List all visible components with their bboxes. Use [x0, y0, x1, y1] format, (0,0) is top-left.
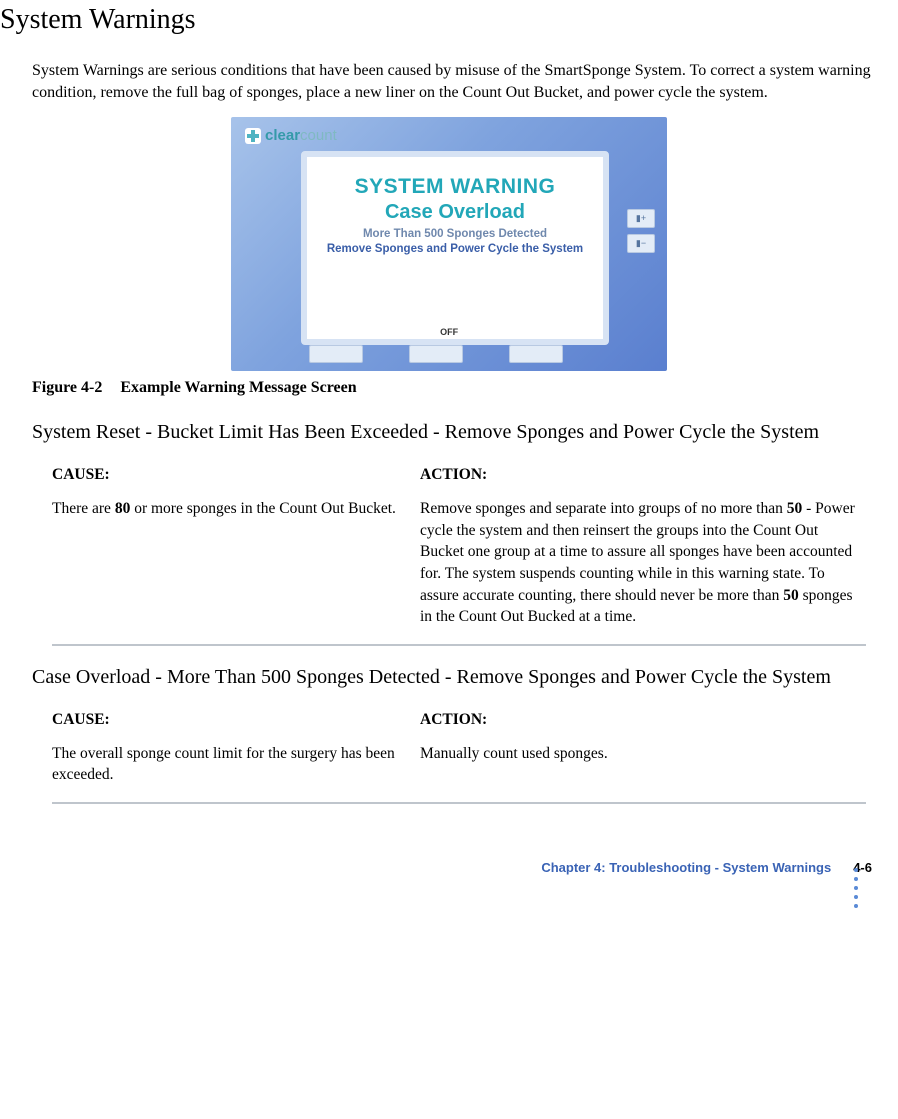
sec2-action-cell: Manually count used sponges. [420, 741, 866, 796]
text: or more sponges in the Count Out Bucket. [130, 500, 396, 517]
section-divider [52, 802, 866, 804]
bold-value: 80 [115, 500, 131, 517]
footer-dots-icon [854, 868, 858, 908]
sec1-cause-cell: There are 80 or more sponges in the Coun… [52, 496, 420, 638]
screen-line1: More Than 500 Sponges Detected [363, 228, 547, 240]
section-2-heading: Case Overload - More Than 500 Sponges De… [32, 664, 880, 691]
screen-line2: Remove Sponges and Power Cycle the Syste… [327, 243, 583, 255]
section-1-heading: System Reset - Bucket Limit Has Been Exc… [32, 419, 880, 446]
volume-down-button[interactable]: ▮− [627, 234, 655, 253]
figure-title: Example Warning Message Screen [120, 379, 356, 396]
bold-value: 50 [787, 500, 803, 517]
cause-action-table-1: CAUSE: ACTION: There are 80 or more spon… [52, 462, 866, 638]
cause-header: CAUSE: [52, 707, 420, 741]
device-figure: clearcount SYSTEM WARNING Case Overload … [18, 117, 880, 371]
screen-subtitle: Case Overload [385, 201, 525, 224]
softkey-1[interactable] [309, 345, 363, 363]
softkey-3[interactable] [509, 345, 563, 363]
text: There are [52, 500, 115, 517]
cause-action-table-2: CAUSE: ACTION: The overall sponge count … [52, 707, 866, 796]
text: Remove sponges and separate into groups … [420, 500, 787, 517]
device-screen: SYSTEM WARNING Case Overload More Than 5… [301, 151, 609, 345]
page-footer: Chapter 4: Troubleshooting - System Warn… [18, 860, 880, 875]
brand-text-suffix: count [300, 127, 337, 144]
bold-value: 50 [783, 587, 799, 604]
intro-paragraph: System Warnings are serious conditions t… [32, 60, 880, 103]
figure-label: Figure 4-2 [32, 379, 102, 396]
section-divider [52, 644, 866, 646]
footer-chapter: Chapter 4: Troubleshooting - System Warn… [541, 860, 831, 875]
brand-text-prefix: clear [265, 127, 300, 144]
softkey-2[interactable] [409, 345, 463, 363]
cause-header: CAUSE: [52, 462, 420, 496]
brand-logo: clearcount [245, 127, 337, 144]
device-bezel: clearcount SYSTEM WARNING Case Overload … [231, 117, 667, 371]
volume-up-button[interactable]: ▮+ [627, 209, 655, 228]
figure-caption: Figure 4-2 Example Warning Message Screen [32, 379, 880, 397]
off-label: OFF [440, 327, 458, 337]
cross-icon [245, 128, 261, 144]
sec1-action-cell: Remove sponges and separate into groups … [420, 496, 866, 638]
screen-title: SYSTEM WARNING [355, 175, 556, 199]
page-title: System Warnings [0, 4, 880, 36]
action-header: ACTION: [420, 462, 866, 496]
sec2-cause-cell: The overall sponge count limit for the s… [52, 741, 420, 796]
softkey-row [309, 345, 563, 363]
volume-buttons: ▮+ ▮− [627, 209, 655, 259]
action-header: ACTION: [420, 707, 866, 741]
